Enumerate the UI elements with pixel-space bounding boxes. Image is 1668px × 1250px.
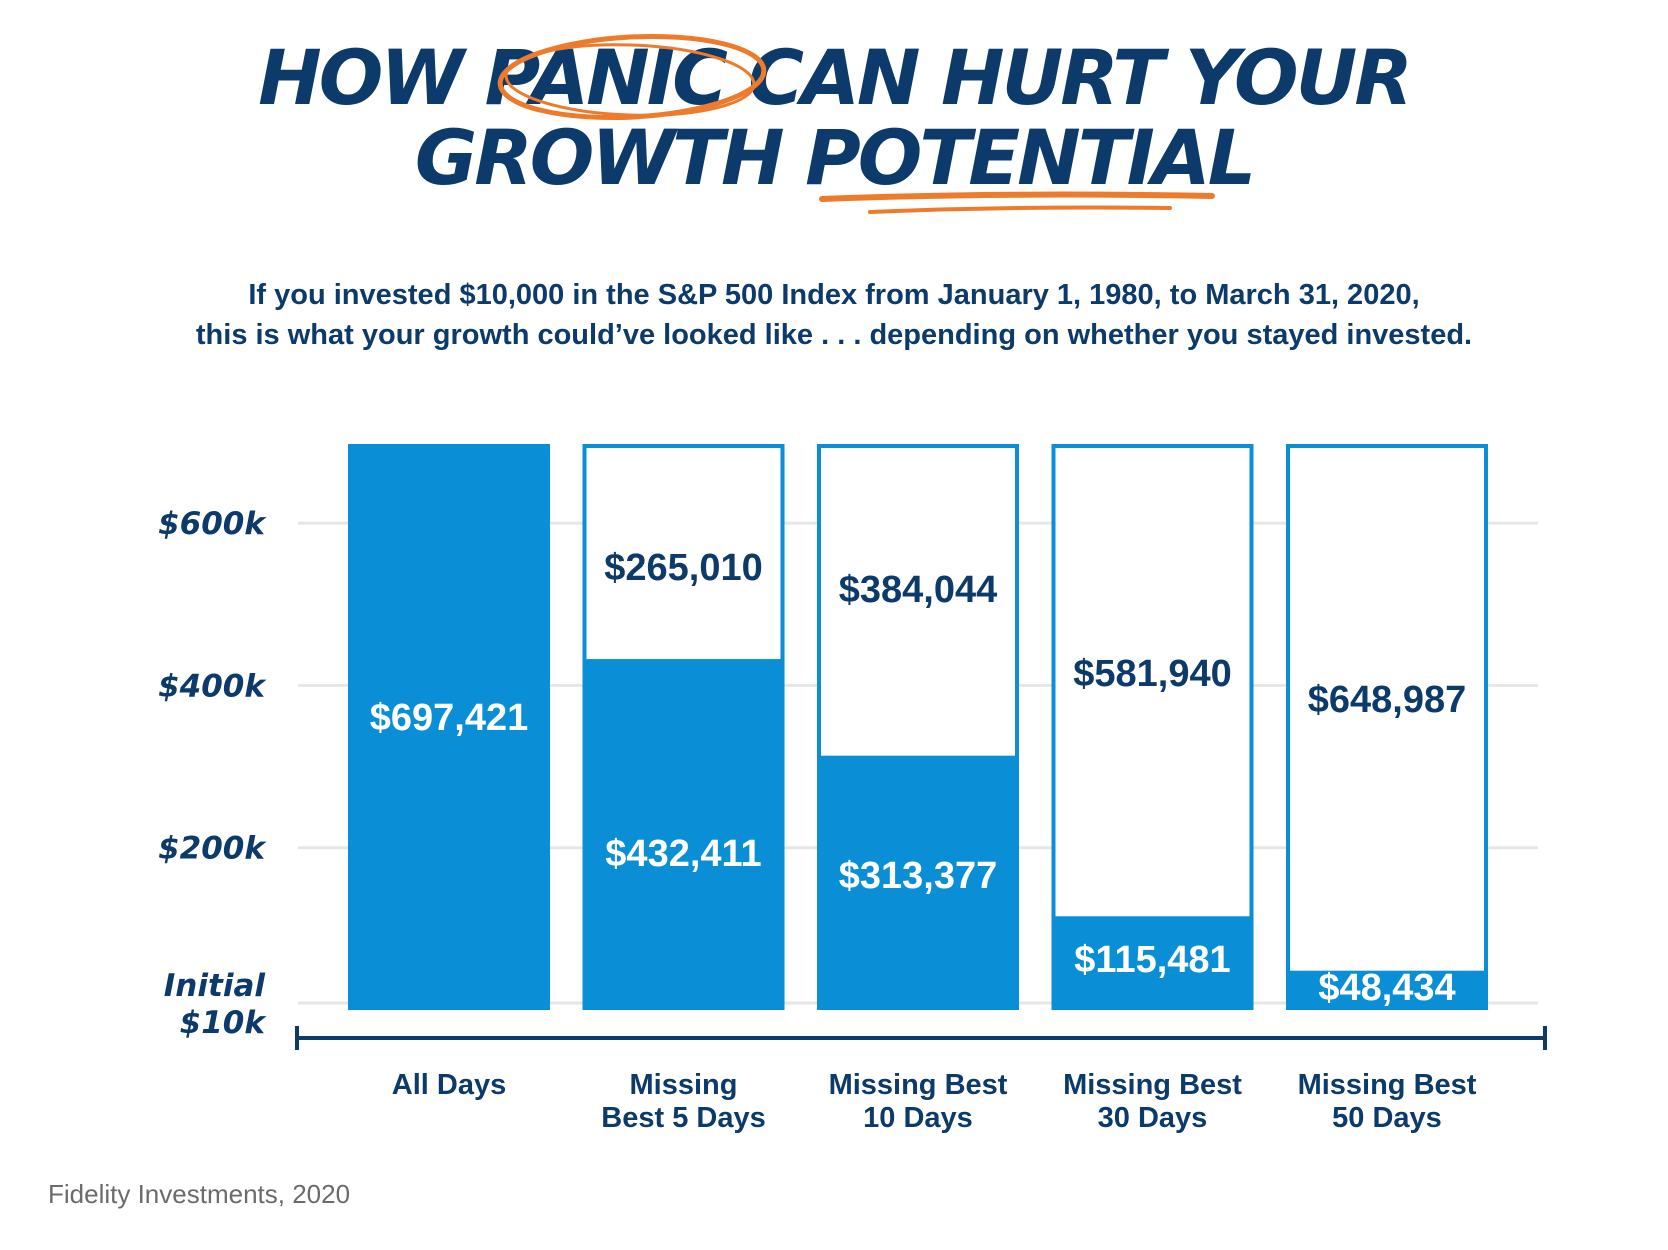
value-bar: [817, 755, 1019, 1010]
value-label: $697,421: [370, 697, 529, 739]
value-bar: [582, 659, 785, 1010]
value-label: $48,434: [1318, 967, 1455, 1009]
subtitle-line-1: If you invested $10,000 in the S&P 500 I…: [248, 279, 1420, 311]
value-label: $115,481: [1074, 939, 1230, 981]
value-label: $432,411: [605, 833, 761, 875]
value-bar: [348, 444, 550, 1010]
loss-outline-bar: [1051, 444, 1254, 1010]
y-tick-label: Initial $10k: [164, 968, 268, 1041]
category-label: Missing Best 5 Days: [601, 1069, 765, 1134]
loss-label: $384,044: [839, 569, 998, 611]
loss-label: $648,987: [1308, 679, 1467, 721]
title-line-2: GROWTH POTENTIAL: [414, 113, 1256, 202]
category-label: Missing Best 30 Days: [1063, 1069, 1242, 1134]
y-tick-label: $600k: [158, 506, 267, 542]
category-label: All Days: [392, 1069, 506, 1101]
source-note: Fidelity Investments, 2020: [48, 1179, 351, 1209]
value-bar: [1051, 916, 1254, 1010]
y-tick-label: $400k: [158, 668, 267, 704]
loss-label: $581,940: [1073, 653, 1232, 695]
title-line-1: HOW PANIC CAN HURT YOUR: [258, 33, 1413, 122]
category-label: Missing Best 50 Days: [1298, 1069, 1477, 1134]
value-bar: [1286, 970, 1488, 1010]
category-label: Missing Best 10 Days: [829, 1069, 1008, 1134]
y-tick-label: $200k: [158, 831, 267, 867]
loss-outline-bar: [1286, 444, 1488, 1010]
subtitle-line-2: this is what your growth could’ve looked…: [195, 319, 1473, 351]
loss-label: $265,010: [604, 547, 763, 589]
value-label: $313,377: [839, 855, 998, 897]
